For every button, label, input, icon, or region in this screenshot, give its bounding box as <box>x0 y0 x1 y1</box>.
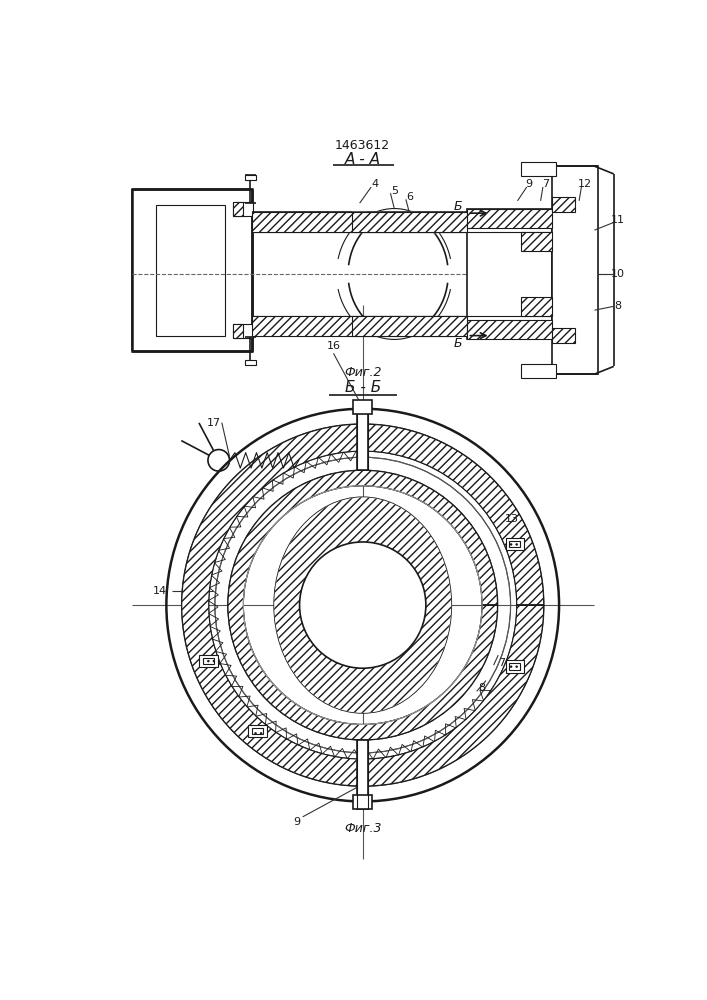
Bar <box>357 401 368 470</box>
Text: 17: 17 <box>207 418 221 428</box>
Bar <box>506 660 524 673</box>
Bar <box>467 209 552 339</box>
Polygon shape <box>182 424 544 786</box>
Bar <box>233 324 252 338</box>
Text: 6: 6 <box>407 192 413 202</box>
Bar <box>357 740 368 809</box>
Bar <box>352 212 467 232</box>
Bar <box>521 297 552 316</box>
Bar <box>252 316 460 336</box>
Bar <box>252 212 460 232</box>
Bar <box>510 663 520 670</box>
Text: 8: 8 <box>614 301 621 311</box>
Text: 16: 16 <box>327 341 341 351</box>
Text: 9: 9 <box>525 179 532 189</box>
Bar <box>354 400 372 414</box>
Text: Б: Б <box>454 200 462 213</box>
Bar <box>506 538 524 550</box>
Text: 9: 9 <box>293 817 301 827</box>
Bar <box>252 728 263 734</box>
Bar <box>521 364 556 378</box>
Text: Фиг.2: Фиг.2 <box>344 366 382 379</box>
Text: 12: 12 <box>578 179 592 189</box>
Ellipse shape <box>274 497 451 713</box>
Bar <box>521 232 552 251</box>
Text: Б - Б: Б - Б <box>344 380 381 395</box>
Bar <box>467 209 552 228</box>
Bar <box>156 205 225 336</box>
Text: А - А: А - А <box>345 152 381 167</box>
Bar <box>354 795 372 809</box>
Text: 7: 7 <box>542 179 549 189</box>
Text: 7: 7 <box>498 658 505 668</box>
Bar <box>552 166 598 374</box>
Text: 11: 11 <box>611 215 624 225</box>
Text: 14: 14 <box>153 586 168 596</box>
Bar <box>510 541 520 547</box>
Text: 10: 10 <box>611 269 624 279</box>
Bar <box>552 328 575 343</box>
Polygon shape <box>228 470 498 740</box>
Bar <box>248 725 267 737</box>
Bar <box>352 316 467 336</box>
Text: Б: Б <box>454 337 462 350</box>
Text: 8: 8 <box>479 683 486 693</box>
Bar <box>467 320 552 339</box>
Bar <box>233 202 252 216</box>
Bar <box>199 655 218 667</box>
Ellipse shape <box>274 497 451 713</box>
Bar <box>521 162 556 176</box>
Bar <box>233 202 243 216</box>
Circle shape <box>300 542 426 668</box>
Bar <box>233 324 243 338</box>
Text: 5: 5 <box>391 186 398 196</box>
Text: Фиг.3: Фиг.3 <box>344 822 382 835</box>
Bar <box>203 658 214 664</box>
Text: 4: 4 <box>371 179 379 189</box>
Bar <box>245 175 256 180</box>
Bar <box>132 189 252 351</box>
Bar <box>552 197 575 212</box>
Text: 13: 13 <box>504 514 518 524</box>
Bar <box>245 360 256 365</box>
Text: 1463612: 1463612 <box>335 139 390 152</box>
